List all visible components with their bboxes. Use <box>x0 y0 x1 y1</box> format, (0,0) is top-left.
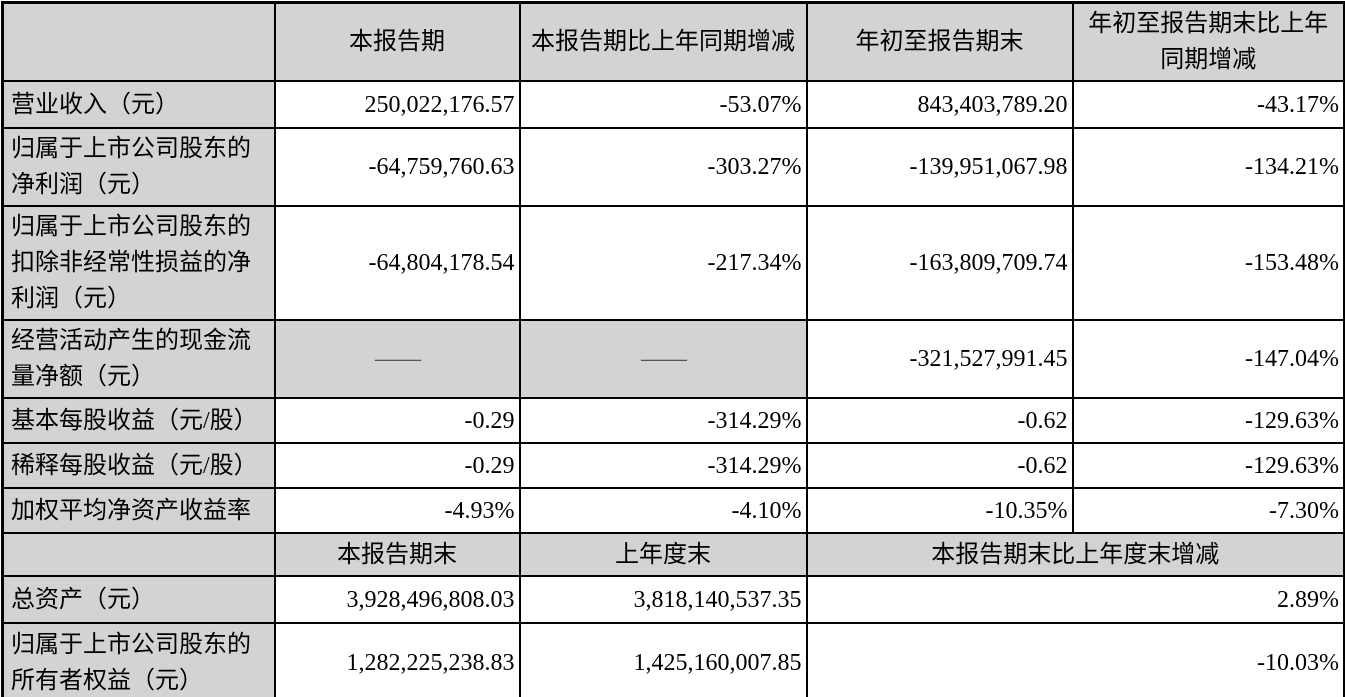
roe-ytd: -10.35% <box>805 487 1074 534</box>
total-assets-prev-year-end: 3,818,140,537.35 <box>518 575 808 624</box>
row-label-weighted-avg-roe: 加权平均净资产收益率 <box>1 487 276 534</box>
cash-flow-current-period-dash: —— <box>273 319 521 399</box>
header-ytd-yoy: 年初至报告期末比上年同期增减 <box>1071 1 1345 82</box>
owners-equity-prev-year-end: 1,425,160,007.85 <box>518 622 808 697</box>
diluted-eps-current-period: -0.29 <box>273 442 521 489</box>
roe-current-period: -4.93% <box>273 487 521 534</box>
corner-cell <box>1 1 276 82</box>
table-row-diluted-eps: 稀释每股收益（元/股） -0.29 -314.29% -0.62 -129.63… <box>1 442 1345 489</box>
net-profit-ytd: -139,951,067.98 <box>805 127 1074 207</box>
section2-header-row: 本报告期末 上年度末 本报告期末比上年度末增减 <box>1 532 1345 577</box>
total-assets-period-end: 3,928,496,808.03 <box>273 575 521 624</box>
section1-header-row: 本报告期 本报告期比上年同期增减 年初至报告期末 年初至报告期末比上年同期增减 <box>1 1 1345 82</box>
table-row-basic-eps: 基本每股收益（元/股） -0.29 -314.29% -0.62 -129.63… <box>1 397 1345 444</box>
header-ytd: 年初至报告期末 <box>805 1 1074 82</box>
revenue-ytd-yoy: -43.17% <box>1071 80 1345 129</box>
row-label-revenue: 营业收入（元） <box>1 80 276 129</box>
row-label-net-profit-excl-nonrecurring: 归属于上市公司股东的扣除非经常性损益的净利润（元） <box>1 205 276 321</box>
table-row-operating-cash-flow: 经营活动产生的现金流量净额（元） —— —— -321,527,991.45 -… <box>1 319 1345 399</box>
cash-flow-ytd-yoy: -147.04% <box>1071 319 1345 399</box>
row-label-total-assets: 总资产（元） <box>1 575 276 624</box>
basic-eps-current-period: -0.29 <box>273 397 521 444</box>
diluted-eps-ytd-yoy: -129.63% <box>1071 442 1345 489</box>
basic-eps-ytd: -0.62 <box>805 397 1074 444</box>
net-profit-current-period-yoy: -303.27% <box>518 127 808 207</box>
header-current-period-yoy: 本报告期比上年同期增减 <box>518 1 808 82</box>
owners-equity-change: -10.03% <box>805 622 1345 697</box>
row-label-operating-cash-flow: 经营活动产生的现金流量净额（元） <box>1 319 276 399</box>
table-row-revenue: 营业收入（元） 250,022,176.57 -53.07% 843,403,7… <box>1 80 1345 129</box>
row-label-net-profit: 归属于上市公司股东的净利润（元） <box>1 127 276 207</box>
header-current-period: 本报告期 <box>273 1 521 82</box>
row-label-owners-equity: 归属于上市公司股东的所有者权益（元） <box>1 622 276 697</box>
total-assets-change: 2.89% <box>805 575 1345 624</box>
row-label-diluted-eps: 稀释每股收益（元/股） <box>1 442 276 489</box>
header-prev-year-end: 上年度末 <box>518 532 808 577</box>
table-row-owners-equity: 归属于上市公司股东的所有者权益（元） 1,282,225,238.83 1,42… <box>1 622 1345 697</box>
cash-flow-current-period-yoy-dash: —— <box>518 319 808 399</box>
cash-flow-ytd: -321,527,991.45 <box>805 319 1074 399</box>
revenue-current-period-yoy: -53.07% <box>518 80 808 129</box>
basic-eps-ytd-yoy: -129.63% <box>1071 397 1345 444</box>
revenue-ytd: 843,403,789.20 <box>805 80 1074 129</box>
table-row-net-profit: 归属于上市公司股东的净利润（元） -64,759,760.63 -303.27%… <box>1 127 1345 207</box>
row-label-basic-eps: 基本每股收益（元/股） <box>1 397 276 444</box>
net-profit-current-period: -64,759,760.63 <box>273 127 521 207</box>
header-period-end-change: 本报告期末比上年度末增减 <box>805 532 1345 577</box>
corner-cell-2 <box>1 532 276 577</box>
net-profit-ytd-yoy: -134.21% <box>1071 127 1345 207</box>
net-profit-excl-current-period: -64,804,178.54 <box>273 205 521 321</box>
net-profit-excl-ytd-yoy: -153.48% <box>1071 205 1345 321</box>
owners-equity-period-end: 1,282,225,238.83 <box>273 622 521 697</box>
roe-current-period-yoy: -4.10% <box>518 487 808 534</box>
roe-ytd-yoy: -7.30% <box>1071 487 1345 534</box>
basic-eps-current-period-yoy: -314.29% <box>518 397 808 444</box>
table-row-total-assets: 总资产（元） 3,928,496,808.03 3,818,140,537.35… <box>1 575 1345 624</box>
revenue-current-period: 250,022,176.57 <box>273 80 521 129</box>
header-period-end: 本报告期末 <box>273 532 521 577</box>
net-profit-excl-current-period-yoy: -217.34% <box>518 205 808 321</box>
table-row-weighted-avg-roe: 加权平均净资产收益率 -4.93% -4.10% -10.35% -7.30% <box>1 487 1345 534</box>
diluted-eps-ytd: -0.62 <box>805 442 1074 489</box>
table-row-net-profit-excl-nonrecurring: 归属于上市公司股东的扣除非经常性损益的净利润（元） -64,804,178.54… <box>1 205 1345 321</box>
diluted-eps-current-period-yoy: -314.29% <box>518 442 808 489</box>
net-profit-excl-ytd: -163,809,709.74 <box>805 205 1074 321</box>
